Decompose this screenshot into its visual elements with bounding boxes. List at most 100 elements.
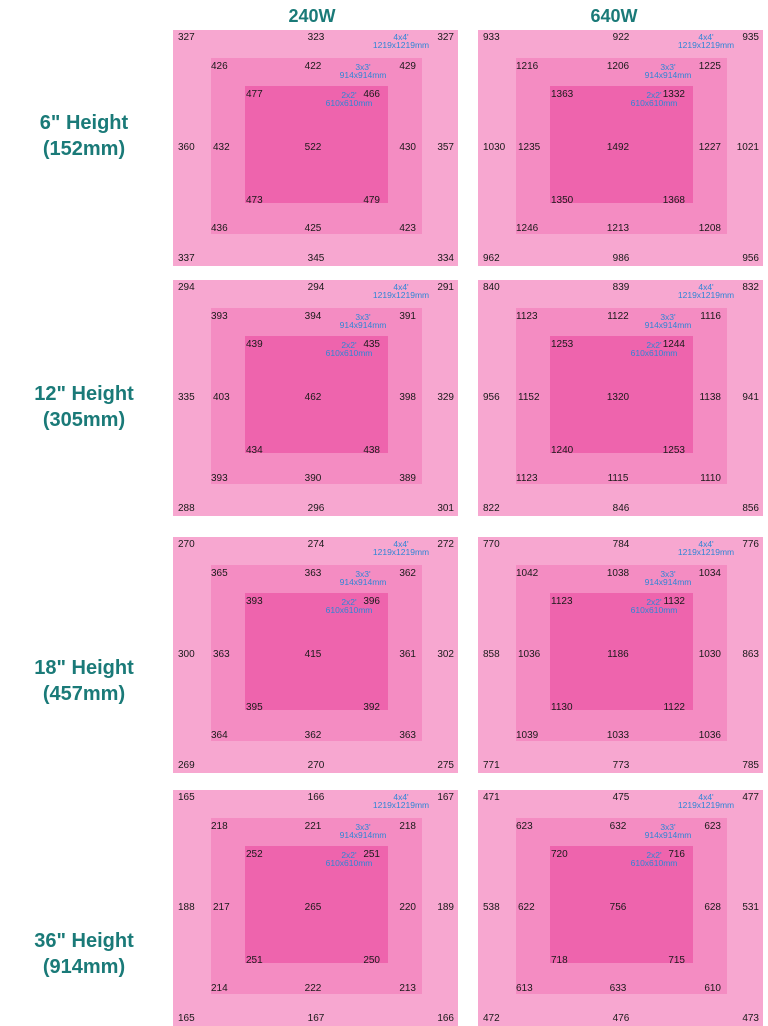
size-label-2x2-feet: 2x2' [646,90,662,100]
ppfd-value-inner-c: 1492 [606,142,630,153]
size-label-2x2-feet: 2x2' [646,597,662,607]
size-label-2x2-feet: 2x2' [341,90,357,100]
ppfd-value-outer-mr: 1021 [736,142,759,153]
size-label-2x2: 2x2' 610x610mm [326,598,373,615]
ppfd-value-middle-bl: 214 [211,983,228,994]
size-label-3x3-feet: 3x3' [355,62,371,72]
ppfd-value-outer-ml: 956 [483,392,500,403]
size-label-2x2-feet: 2x2' [646,340,662,350]
zone-2x2 [550,846,693,963]
ppfd-value-outer-bc: 167 [307,1013,325,1024]
ppfd-value-inner-tl: 252 [246,849,263,860]
size-label-3x3: 3x3' 914x914mm [644,63,692,80]
ppfd-value-outer-br: 301 [437,503,454,514]
coverage-panel-240w: 4x4' 1219x1219mm 3x3' 914x914mm 2x2' 610x610m… [173,790,458,1026]
size-label-2x2-mm: 610x610mm [630,605,678,615]
size-label-4x4-mm: 1219x1219mm [677,800,735,810]
ppfd-value-outer-br: 166 [437,1013,454,1024]
ppfd-value-middle-br: 1110 [700,473,721,484]
size-label-3x3: 3x3' 914x914mm [645,822,692,840]
ppfd-value-outer-tr: 167 [437,792,454,803]
coverage-panel-640w: 4x4' 1219x1219mm 3x3' 914x914mm 2x2' 610x610m… [478,30,763,266]
ppfd-value-outer-bl: 822 [483,503,500,514]
ppfd-value-inner-br: 1368 [662,195,685,206]
ppfd-value-outer-bc: 773 [612,760,630,771]
ppfd-value-middle-mr: 398 [399,392,416,403]
size-label-2x2-mm: 610x610mm [325,348,373,358]
ppfd-value-middle-tr: 429 [399,61,416,72]
ppfd-value-inner-br: 1122 [663,702,685,713]
ppfd-value-outer-bl: 771 [483,760,500,771]
ppfd-value-outer-mr: 302 [437,649,454,660]
size-label-4x4: 4x4' 1219x1219mm [677,793,735,810]
ppfd-value-middle-tr: 391 [399,311,416,322]
coverage-panel-240w: 4x4' 1219x1219mm 3x3' 914x914mm 2x2' 610x610m… [173,30,458,266]
ppfd-value-middle-bl: 393 [211,473,228,484]
ppfd-value-inner-tl: 393 [246,596,263,607]
ppfd-value-outer-tc: 166 [307,792,325,803]
size-label-3x3-feet: 3x3' [660,822,676,832]
ppfd-value-outer-ml: 538 [483,902,500,913]
size-label-2x2-mm: 610x610mm [325,858,373,868]
size-label-3x3-mm: 914x914mm [339,830,387,840]
column-header-240w: 240W [288,6,336,26]
size-label-3x3-feet: 3x3' [355,312,371,322]
ppfd-value-middle-tr: 1116 [700,311,721,322]
ppfd-value-inner-c: 522 [304,142,322,153]
height-label: 6" Height (152mm) [0,110,168,162]
ppfd-value-middle-tr: 1034 [698,568,721,579]
size-label-4x4-feet: 4x4' [393,32,409,42]
size-label-2x2: 2x2' 610x610mm [630,597,678,615]
size-label-3x3-mm: 914x914mm [644,70,692,80]
size-label-2x2-feet: 2x2' [341,850,357,860]
ppfd-value-outer-br: 956 [742,253,759,264]
size-label-3x3-mm: 914x914mm [644,320,692,330]
ppfd-value-middle-br: 423 [399,223,416,234]
ppfd-value-middle-bc: 390 [304,473,322,484]
ppfd-value-middle-ml: 432 [213,142,230,153]
ppfd-value-middle-mr: 1030 [698,649,721,660]
ppfd-value-outer-tr: 935 [742,32,759,43]
ppfd-value-outer-br: 785 [742,760,759,771]
zone-2x2 [550,86,693,203]
size-label-4x4-mm: 1219x1219mm [372,547,430,557]
ppfd-value-middle-tl: 218 [211,821,228,832]
ppfd-value-inner-tr: 466 [363,89,380,100]
ppfd-value-middle-br: 389 [399,473,416,484]
ppfd-value-outer-tc: 784 [612,539,630,550]
ppfd-value-inner-bl: 1240 [551,445,574,456]
ppfd-value-inner-tl: 1123 [551,596,573,607]
size-label-4x4: 4x4' 1219x1219mm [678,539,734,557]
size-label-4x4-feet: 4x4' [698,539,714,549]
size-label-4x4-mm: 1219x1219mm [372,290,430,300]
ppfd-value-inner-c: 462 [304,392,322,403]
ppfd-value-outer-mr: 357 [437,142,454,153]
ppfd-value-outer-tl: 165 [178,792,195,803]
size-label-3x3-mm: 914x914mm [339,577,387,587]
ppfd-value-outer-tr: 272 [437,539,454,550]
ppfd-value-middle-br: 363 [399,730,416,741]
ppfd-value-outer-bc: 846 [612,503,630,514]
ppfd-value-middle-tr: 623 [704,821,721,832]
size-label-2x2-mm: 610x610mm [630,348,678,358]
ppfd-value-outer-tr: 776 [742,539,759,550]
ppfd-value-middle-mr: 220 [399,902,416,913]
size-label-4x4-mm: 1219x1219mm [372,40,430,50]
ppfd-value-outer-bl: 288 [178,503,195,514]
ppfd-value-inner-tl: 439 [246,339,263,350]
ppfd-value-middle-ml: 1152 [518,392,540,403]
coverage-panel-640w: 4x4' 1219x1219mm 3x3' 914x914mm 2x2' 610x610m… [478,790,763,1026]
ppfd-value-middle-tc: 1206 [606,61,630,72]
ppfd-value-inner-tl: 720 [551,849,568,860]
ppfd-value-inner-tl: 477 [246,89,263,100]
height-label: 18" Height (457mm) [0,655,168,707]
height-inches: 18" Height [34,657,134,679]
ppfd-value-outer-bl: 269 [178,760,195,771]
ppfd-value-outer-tl: 471 [483,792,500,803]
coverage-panel-240w: 4x4' 1219x1219mm 3x3' 914x914mm 2x2' 610x610m… [173,280,458,516]
size-label-2x2: 2x2' 610x610mm [325,850,373,868]
ppfd-value-inner-br: 715 [668,955,685,966]
size-label-3x3-mm: 914x914mm [644,577,692,587]
ppfd-value-outer-br: 856 [742,503,759,514]
ppfd-value-outer-br: 334 [437,253,454,264]
